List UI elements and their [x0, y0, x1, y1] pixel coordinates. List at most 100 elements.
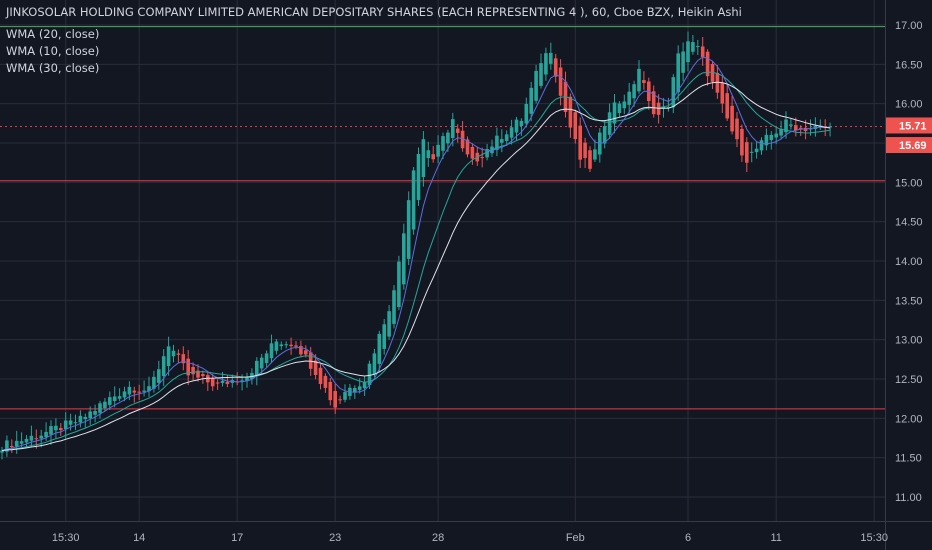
candle-body[interactable] — [157, 369, 161, 383]
candle-body[interactable] — [828, 126, 832, 128]
candle-body[interactable] — [637, 68, 641, 92]
candle-body[interactable] — [308, 352, 313, 369]
candle-body[interactable] — [460, 130, 465, 149]
candle-body[interactable] — [161, 356, 166, 377]
candle-body[interactable] — [789, 124, 793, 126]
candle-body[interactable] — [289, 344, 293, 347]
candle-body[interactable] — [338, 399, 342, 401]
candle-body[interactable] — [495, 135, 499, 150]
horizontal-levels[interactable] — [0, 26, 885, 410]
candle-body[interactable] — [279, 344, 284, 347]
indicator-wma-30-legend[interactable]: WMA (30, close) — [6, 61, 100, 75]
candle-body[interactable] — [39, 435, 43, 439]
candle-body[interactable] — [137, 391, 141, 393]
candle-body[interactable] — [710, 63, 715, 82]
candle-body[interactable] — [299, 346, 303, 355]
candle-body[interactable] — [642, 80, 646, 83]
candle-body[interactable] — [451, 119, 455, 139]
indicator-wma-10-legend[interactable]: WMA (10, close) — [6, 44, 100, 58]
candle-body[interactable] — [34, 438, 39, 440]
candle-body[interactable] — [186, 358, 190, 376]
candle-body[interactable] — [225, 381, 230, 384]
candle-body[interactable] — [470, 146, 475, 159]
candle-body[interactable] — [436, 144, 440, 157]
wma-lines[interactable] — [1, 56, 831, 452]
candle-body[interactable] — [544, 53, 548, 75]
candle-body[interactable] — [122, 391, 127, 398]
wma-10-line[interactable] — [1, 56, 831, 452]
candle-body[interactable] — [362, 381, 367, 389]
candle-body[interactable] — [323, 375, 328, 388]
candle-body[interactable] — [220, 380, 225, 383]
candle-body[interactable] — [485, 148, 489, 158]
candle-body[interactable] — [500, 139, 504, 143]
candle-body[interactable] — [54, 425, 58, 431]
candle-body[interactable] — [382, 324, 386, 349]
candle-body[interactable] — [617, 103, 622, 114]
candle-body[interactable] — [353, 387, 357, 392]
candle-body[interactable] — [416, 154, 421, 200]
candle-body[interactable] — [514, 119, 519, 133]
candle-body[interactable] — [784, 119, 788, 133]
candle-body[interactable] — [5, 440, 9, 452]
candle-body[interactable] — [274, 341, 279, 351]
candle-body[interactable] — [578, 125, 582, 160]
candle-body[interactable] — [294, 345, 298, 347]
candle-body[interactable] — [372, 353, 377, 375]
candle-body[interactable] — [78, 415, 83, 423]
candle-body[interactable] — [715, 72, 720, 93]
candle-body[interactable] — [73, 422, 78, 424]
wma-20-line[interactable] — [1, 71, 831, 452]
candle-body[interactable] — [367, 363, 372, 386]
candle-body[interactable] — [406, 200, 411, 259]
candle-body[interactable] — [171, 350, 176, 357]
candle-body[interactable] — [735, 118, 739, 140]
candle-body[interactable] — [705, 51, 710, 77]
candle-body[interactable] — [730, 105, 734, 132]
candle-body[interactable] — [191, 367, 195, 375]
candle-body[interactable] — [240, 380, 244, 382]
candle-body[interactable] — [93, 410, 97, 415]
candle-body[interactable] — [632, 84, 636, 99]
candle-body[interactable] — [666, 107, 671, 109]
candle-body[interactable] — [583, 142, 587, 158]
candle-body[interactable] — [421, 139, 426, 177]
candle-body[interactable] — [803, 127, 808, 132]
candle-body[interactable] — [671, 77, 676, 108]
candle-body[interactable] — [769, 134, 774, 141]
candle-body[interactable] — [10, 445, 14, 448]
candle-body[interactable] — [686, 41, 690, 63]
candle-body[interactable] — [68, 420, 73, 425]
candle-body[interactable] — [59, 428, 63, 431]
candle-body[interactable] — [509, 127, 514, 138]
candle-body[interactable] — [504, 134, 509, 141]
candle-body[interactable] — [387, 311, 391, 337]
candle-body[interactable] — [259, 357, 264, 369]
candle-body[interactable] — [313, 360, 318, 376]
candle-body[interactable] — [0, 450, 4, 453]
candle-body[interactable] — [127, 386, 132, 395]
candle-body[interactable] — [255, 360, 259, 377]
candle-body[interactable] — [774, 133, 778, 138]
wma-30-line[interactable] — [1, 81, 831, 452]
candle-body[interactable] — [656, 102, 661, 115]
candle-body[interactable] — [98, 403, 102, 413]
candle-body[interactable] — [661, 106, 666, 109]
candle-body[interactable] — [534, 70, 538, 101]
candle-body[interactable] — [112, 396, 117, 402]
candle-body[interactable] — [691, 42, 695, 52]
candle-body[interactable] — [553, 58, 558, 77]
candle-body[interactable] — [764, 134, 769, 146]
candle-body[interactable] — [166, 346, 171, 367]
candle-body[interactable] — [19, 441, 24, 444]
candle-body[interactable] — [318, 367, 323, 384]
time-axis[interactable]: 15:30 14 17 23 28 Feb 6 11 15:30 — [52, 532, 888, 544]
candle-body[interactable] — [304, 350, 308, 355]
candle-body[interactable] — [539, 63, 543, 86]
candle-body[interactable] — [720, 82, 725, 104]
candle-body[interactable] — [446, 132, 450, 144]
candle-body[interactable] — [651, 91, 656, 115]
candle-body[interactable] — [696, 46, 700, 48]
candle-body[interactable] — [465, 139, 470, 155]
